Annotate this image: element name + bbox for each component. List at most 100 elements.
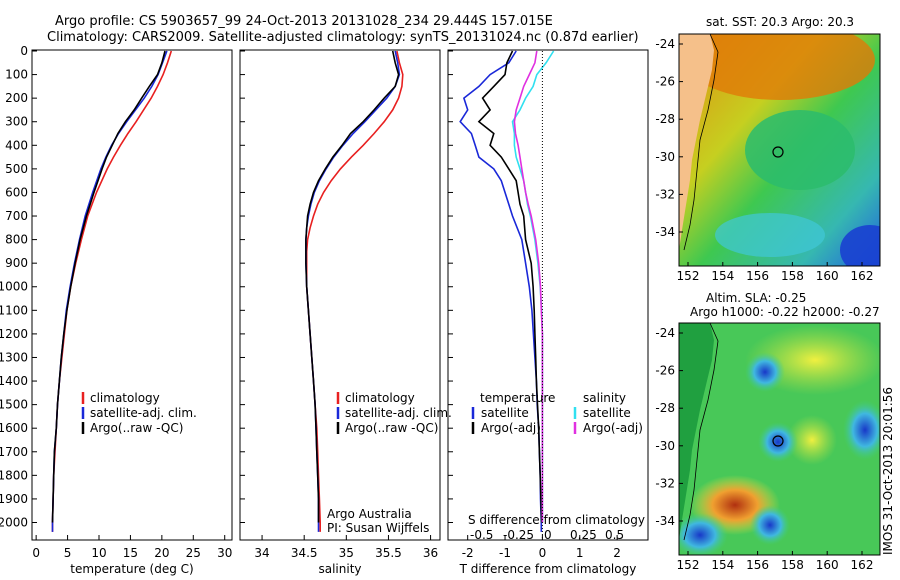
legend-argo-label: Argo(..raw -QC) (345, 421, 438, 435)
x-tick-label: 36 (423, 546, 438, 560)
latitude-tick-label: -28 (655, 401, 675, 415)
figure-title-line2: Climatology: CARS2009. Satellite-adjuste… (47, 30, 639, 45)
x-tick-label: 35 (339, 546, 354, 560)
x-tick-label: 1 (576, 546, 584, 560)
x-tick-label: 34.5 (291, 546, 318, 560)
x-axis-label: temperature (deg C) (70, 562, 193, 576)
sst-map-frame (678, 33, 881, 267)
latitude-tick-label: -34 (655, 225, 675, 239)
temperature-panel-frame (31, 49, 233, 541)
sst-map-title: sat. SST: 20.3 Argo: 20.3 (706, 15, 854, 29)
legend-climatology-label: climatology (345, 391, 415, 405)
series-climatology (305, 50, 404, 532)
longitude-tick-label: 154 (711, 269, 734, 283)
depth-tick-label: 1200 (0, 327, 28, 341)
difference-profile-plot: -2 -1 0 1 2 T difference from climatology (448, 50, 636, 576)
sla-low-anomaly (679, 513, 728, 555)
depth-tick-label: 700 (5, 209, 28, 223)
legend-salinity-title: salinity (583, 391, 626, 405)
sla-low-anomaly (750, 505, 790, 545)
series-satellite-adj-clim (305, 50, 401, 532)
depth-tick-label: 1000 (0, 280, 28, 294)
x-tick-label: 10 (91, 546, 106, 560)
coastline (683, 34, 719, 251)
latitude-tick-label: -30 (655, 150, 675, 164)
s-diff-tick: -0.5 (470, 528, 493, 542)
sst-map (679, 34, 880, 266)
legend-t-satellite-label: satellite (481, 406, 529, 420)
depth-tick-label: 1900 (0, 492, 28, 506)
cool-water-patch (745, 110, 855, 190)
difference-panel-frame (447, 49, 649, 541)
series-argo-raw-qc (51, 50, 166, 523)
difference-legend: temperature salinity satellite Argo(-adj… (471, 391, 643, 435)
land-australia (679, 34, 714, 250)
depth-tick-label: 1400 (0, 374, 28, 388)
legend-s-argo-label: Argo(-adj) (583, 421, 643, 435)
legend-satellite-label: satellite-adj. clim. (90, 406, 197, 420)
latitude-tick-label: -24 (655, 326, 675, 340)
depth-tick-label: 2000 (0, 515, 28, 529)
cool-water-patch (715, 213, 825, 257)
longitude-tick-label: 154 (711, 558, 734, 572)
x-tick-label: 5 (64, 546, 72, 560)
latitude-tick-label: -26 (655, 364, 675, 378)
argo-location-marker (772, 435, 784, 447)
longitude-tick-label: 162 (851, 558, 874, 572)
s-difference-ticks: -0.5 -0.25 0 0.25 0.5 (470, 528, 624, 542)
depth-tick-label: 0 (20, 44, 28, 58)
depth-tick-label: 600 (5, 185, 28, 199)
depth-tick-label: 1300 (0, 350, 28, 364)
depth-tick-label: 500 (5, 162, 28, 176)
latitude-tick-label: -28 (655, 112, 675, 126)
s-diff-tick: 0.25 (570, 528, 597, 542)
s-diff-tick: 0 (544, 528, 552, 542)
pi-label: PI: Susan Wijffels (327, 521, 429, 535)
legend-climatology-label: climatology (90, 391, 160, 405)
sla-low-anomaly (843, 400, 880, 460)
depth-tick-label: 1600 (0, 421, 28, 435)
sla-map-frame (678, 322, 881, 556)
series-t-argo-adj (477, 50, 543, 523)
x-tick-label: 30 (217, 546, 232, 560)
timestamp-stamp: IMOS 31-Oct-2013 20:01:56 (881, 387, 895, 555)
coastline (683, 323, 719, 541)
depth-axis-ticks: 0 100 200 300 400 500 600 700 800 900 1000 1100 1200… (0, 44, 28, 529)
sla-low-anomaly (758, 422, 798, 462)
depth-tick-label: 400 (5, 138, 28, 152)
s-diff-tick: -0.25 (503, 528, 534, 542)
x-tick-label: 34 (254, 546, 269, 560)
series-argo-raw-qc (305, 50, 400, 523)
depth-tick-label: 1800 (0, 468, 28, 482)
longitude-tick-label: 156 (746, 269, 769, 283)
depth-tick-label: 100 (5, 68, 28, 82)
figure-title-line1: Argo profile: CS 5903657_99 24-Oct-2013 … (55, 14, 553, 29)
latitude-tick-label: -32 (655, 476, 675, 490)
longitude-tick-label: 152 (677, 269, 700, 283)
longitude-tick-label: 156 (746, 558, 769, 572)
longitude-tick-label: 158 (781, 269, 804, 283)
depth-tick-label: 900 (5, 256, 28, 270)
longitude-tick-label: 152 (677, 558, 700, 572)
salinity-profile-plot: 34 34.5 35 35.5 36 salinity (240, 50, 438, 576)
legend-satellite-label: satellite-adj. clim. (345, 406, 452, 420)
x-tick-label: 20 (154, 546, 169, 560)
latitude-tick-label: -32 (655, 187, 675, 201)
series-s-argo-adj (513, 50, 544, 523)
map-axis-ticks: -24 -26 -28 -30 -32 -34 152 154 156 158 160 162 -24 -… (655, 37, 873, 572)
legend-s-satellite-label: satellite (583, 406, 631, 420)
x-tick-label: -1 (499, 546, 511, 560)
longitude-tick-label: 158 (781, 558, 804, 572)
land-australia (679, 323, 714, 540)
latitude-tick-label: -34 (655, 514, 675, 528)
longitude-tick-label: 160 (816, 269, 839, 283)
depth-tick-label: 300 (5, 115, 28, 129)
x-tick-label: 25 (186, 546, 201, 560)
legend-temperature-title: temperature (480, 391, 555, 405)
x-axis-label: salinity (318, 562, 361, 576)
longitude-tick-label: 160 (816, 558, 839, 572)
institution-label: Argo Australia (327, 507, 412, 521)
legend-argo-label: Argo(..raw -QC) (90, 421, 183, 435)
x-tick-label: 2 (613, 546, 621, 560)
